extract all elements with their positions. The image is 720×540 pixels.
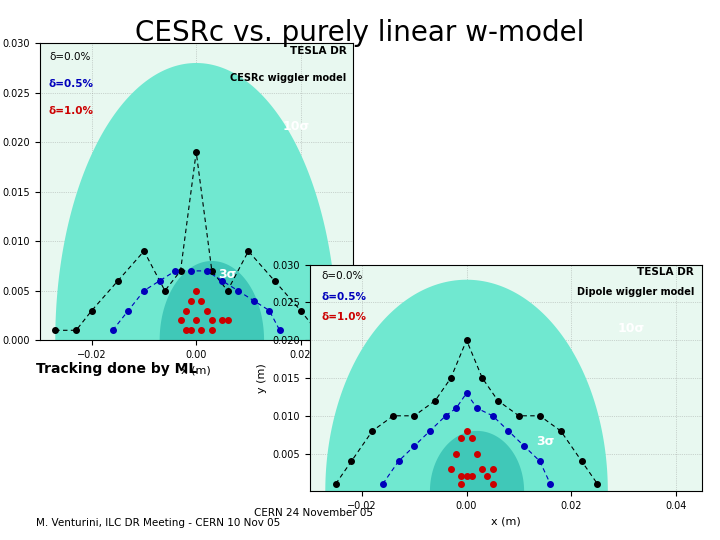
Polygon shape (430, 431, 524, 491)
Text: δ=0.0%: δ=0.0% (321, 272, 363, 281)
Text: CERN 24 November 05: CERN 24 November 05 (253, 508, 373, 518)
Text: 10σ: 10σ (618, 322, 645, 335)
Text: δ=0.5%: δ=0.5% (321, 292, 366, 302)
Text: TESLA DR: TESLA DR (637, 267, 694, 277)
X-axis label: x (m): x (m) (491, 517, 521, 526)
Text: TESLA DR: TESLA DR (289, 46, 346, 56)
Y-axis label: y (m): y (m) (256, 363, 266, 393)
Text: Dipole wiggler model: Dipole wiggler model (577, 287, 694, 298)
Text: δ=1.0%: δ=1.0% (49, 105, 94, 116)
Polygon shape (325, 280, 608, 491)
Polygon shape (160, 261, 264, 340)
Text: δ=1.0%: δ=1.0% (321, 312, 366, 322)
Text: 10σ: 10σ (283, 120, 310, 133)
Text: Tracking done by ML: Tracking done by ML (36, 362, 197, 376)
Text: 3σ: 3σ (218, 268, 237, 281)
Text: CESRc vs. purely linear w-model: CESRc vs. purely linear w-model (135, 19, 585, 47)
Text: δ=0.0%: δ=0.0% (49, 52, 91, 62)
Text: 3σ: 3σ (536, 435, 554, 448)
Polygon shape (55, 63, 337, 340)
Text: CESRc wiggler model: CESRc wiggler model (230, 73, 346, 83)
X-axis label: x (m): x (m) (181, 366, 211, 375)
Text: M. Venturini, ILC DR Meeting - CERN 10 Nov 05: M. Venturini, ILC DR Meeting - CERN 10 N… (36, 518, 280, 529)
Text: δ=0.5%: δ=0.5% (49, 79, 94, 89)
